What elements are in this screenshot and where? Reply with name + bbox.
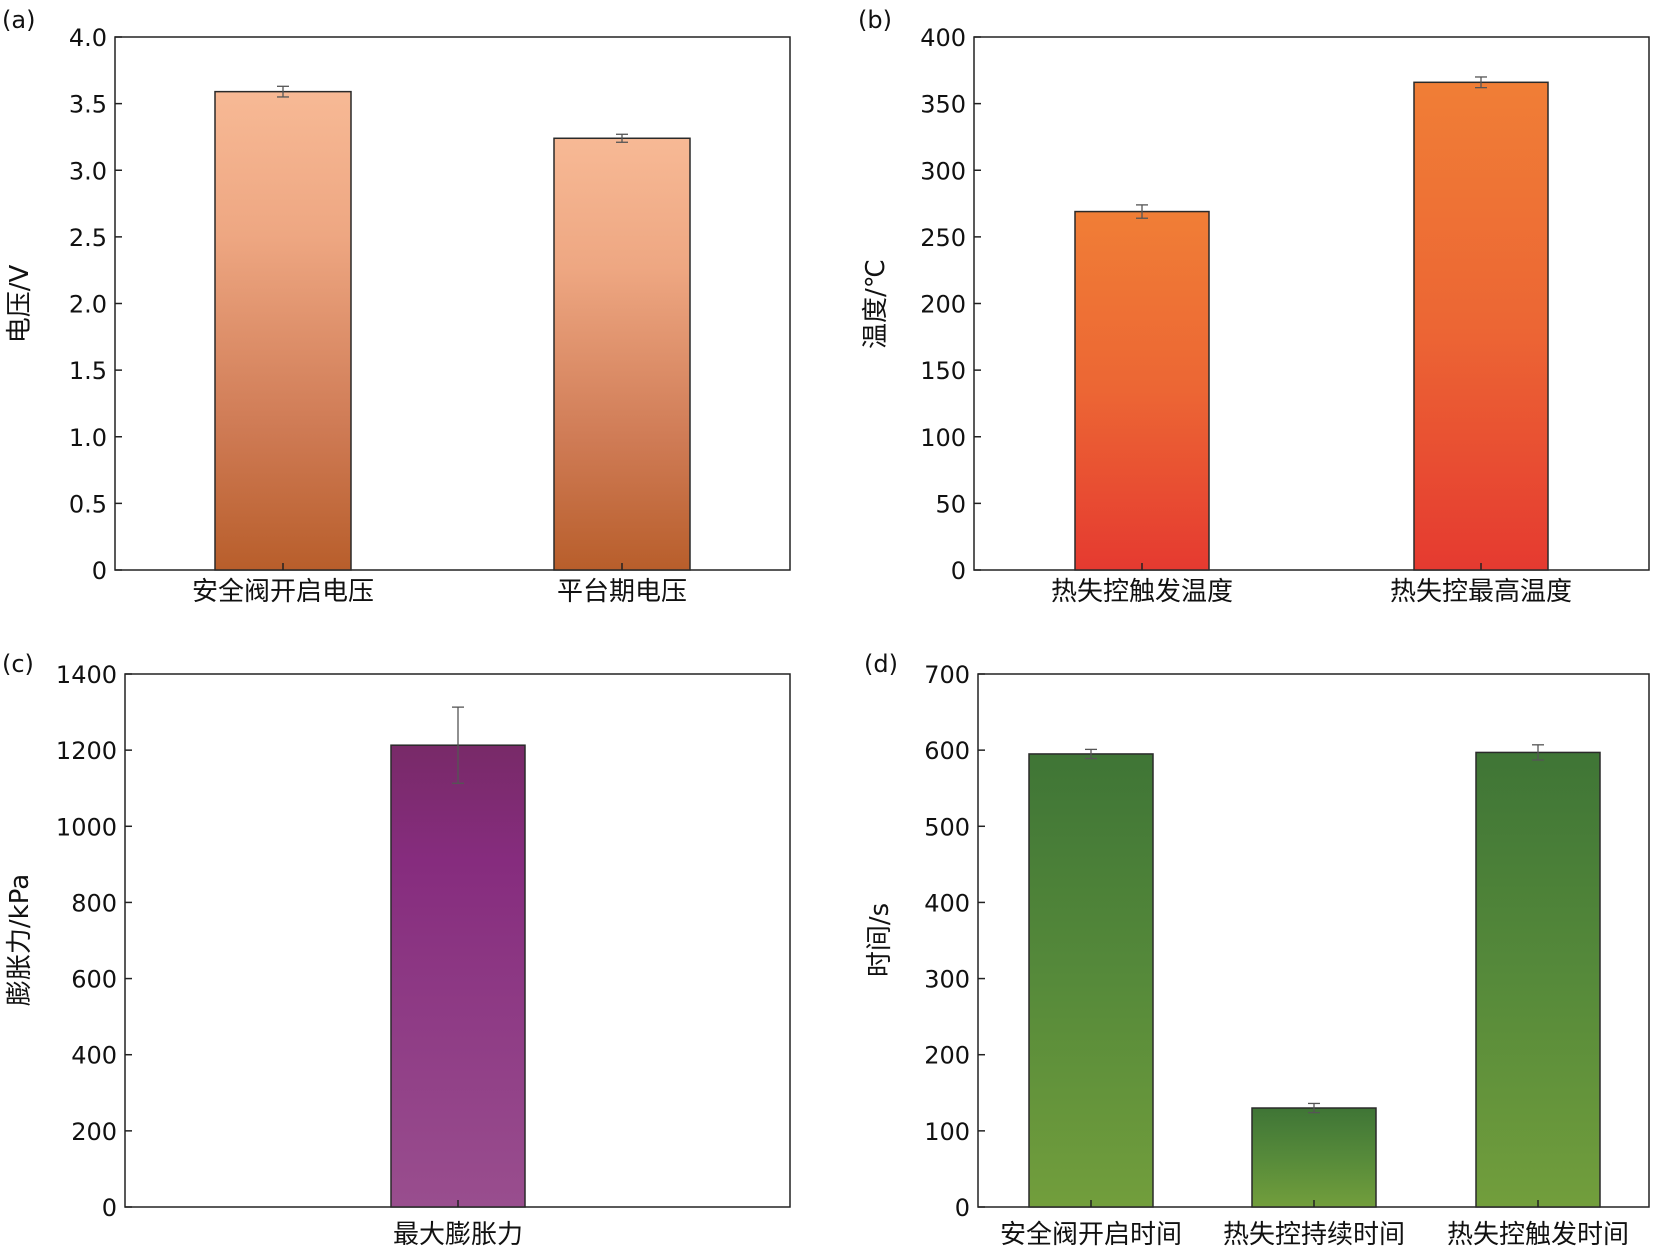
- panel-c-bars: [390, 744, 526, 1208]
- ytick-label: 350: [920, 91, 966, 119]
- bar: [1413, 81, 1549, 571]
- panel-d-categories: 安全阀开启时间 热失控持续时间 热失控触发时间: [1000, 1200, 1629, 1250]
- panel-b: (b) 温度/℃ 0 50 100 150 200 250 300 350 400 热失控触发温…: [858, 6, 1650, 607]
- category-label: 安全阀开启电压: [192, 577, 374, 607]
- ytick-label: 300: [920, 157, 966, 185]
- ytick-label: 400: [920, 24, 966, 52]
- panel-a-ylabel: 电压/V: [5, 265, 35, 344]
- ytick-label: 200: [920, 291, 966, 319]
- ytick-label: 150: [920, 357, 966, 385]
- ytick-label: 50: [935, 490, 966, 518]
- ytick-label: 1000: [56, 813, 117, 841]
- error-bar: [1136, 204, 1148, 219]
- panel-b-categories: 热失控触发温度 热失控最高温度: [1051, 563, 1572, 607]
- bar: [1074, 210, 1210, 571]
- ytick-label: 1400: [56, 661, 117, 689]
- ytick-label: 1200: [56, 737, 117, 765]
- panel-d: (d) 时间/s 0 100 200 300 400 500 600 700 安全阀开启时间 热…: [864, 650, 1650, 1250]
- ytick-label: 100: [920, 424, 966, 452]
- ytick-label: 0: [951, 557, 966, 585]
- ytick-label: 1.0: [69, 424, 107, 452]
- error-bar: [616, 133, 628, 143]
- ytick-label: 2.0: [69, 291, 107, 319]
- ytick-label: 0: [102, 1194, 117, 1222]
- bar: [1475, 751, 1601, 1208]
- panel-d-bars: [1028, 751, 1601, 1208]
- ytick-label: 4.0: [69, 24, 107, 52]
- ytick-label: 600: [924, 737, 970, 765]
- error-bar: [1475, 76, 1487, 89]
- panel-a-categories: 安全阀开启电压 平台期电压: [192, 563, 687, 607]
- ytick-label: 800: [71, 889, 117, 917]
- panel-a-bars: [214, 90, 691, 571]
- category-label: 热失控触发时间: [1447, 1220, 1629, 1250]
- panel-b-letter: (b): [858, 6, 892, 34]
- error-bar: [1085, 748, 1097, 760]
- panel-a: (a) 电压/V 0 0.5 1.0 1.5 2.0 2.5 3.0 3.5 4.0 安全阀开启…: [2, 6, 791, 607]
- panel-c-errorbars: [452, 706, 464, 784]
- panel-c-letter: (c): [2, 650, 34, 678]
- panel-c-yticks: 0 200 400 600 800 1000 1200 1400: [56, 661, 132, 1222]
- error-bar: [1308, 1102, 1320, 1114]
- ytick-label: 400: [924, 889, 970, 917]
- panel-b-ylabel: 温度/℃: [861, 259, 891, 349]
- ytick-label: 0.5: [69, 490, 107, 518]
- panel-d-letter: (d): [864, 650, 898, 678]
- ytick-label: 3.0: [69, 157, 107, 185]
- panel-d-errorbars: [1085, 744, 1544, 1114]
- ytick-label: 200: [71, 1118, 117, 1146]
- ytick-label: 250: [920, 224, 966, 252]
- error-bar: [1532, 744, 1544, 761]
- bar: [553, 137, 691, 571]
- category-label: 最大膨胀力: [393, 1220, 523, 1250]
- panel-d-yticks: 0 100 200 300 400 500 600 700: [924, 661, 985, 1222]
- ytick-label: 300: [924, 966, 970, 994]
- ytick-label: 1.5: [69, 357, 107, 385]
- ytick-label: 0: [92, 557, 107, 585]
- panel-d-ylabel: 时间/s: [865, 903, 895, 977]
- bar: [1028, 753, 1154, 1208]
- ytick-label: 700: [924, 661, 970, 689]
- bar: [390, 744, 526, 1208]
- panel-a-letter: (a): [2, 6, 35, 34]
- category-label: 安全阀开启时间: [1000, 1220, 1182, 1250]
- panel-b-errorbars: [1136, 76, 1487, 219]
- ytick-label: 2.5: [69, 224, 107, 252]
- bar: [214, 90, 352, 571]
- error-bar: [277, 85, 289, 98]
- ytick-label: 100: [924, 1118, 970, 1146]
- panel-a-errorbars: [277, 85, 628, 143]
- ytick-label: 3.5: [69, 91, 107, 119]
- category-label: 热失控最高温度: [1390, 577, 1572, 607]
- ytick-label: 200: [924, 1042, 970, 1070]
- ytick-label: 500: [924, 813, 970, 841]
- panel-c-ylabel: 膨胀力/kPa: [5, 874, 35, 1006]
- ytick-label: 0: [955, 1194, 970, 1222]
- ytick-label: 600: [71, 966, 117, 994]
- panel-c-categories: 最大膨胀力: [393, 1200, 523, 1250]
- panel-b-yticks: 0 50 100 150 200 250 300 350 400: [920, 24, 981, 585]
- bar: [1251, 1107, 1377, 1208]
- category-label: 热失控持续时间: [1223, 1220, 1405, 1250]
- panel-a-yticks: 0 0.5 1.0 1.5 2.0 2.5 3.0 3.5 4.0: [69, 24, 122, 585]
- panel-c: (c) 膨胀力/kPa 0 200 400 600 800 1000 1200 1400 最大…: [2, 650, 791, 1250]
- panel-b-bars: [1074, 81, 1549, 571]
- ytick-label: 400: [71, 1042, 117, 1070]
- category-label: 平台期电压: [557, 577, 687, 607]
- category-label: 热失控触发温度: [1051, 577, 1233, 607]
- error-bar: [452, 706, 464, 784]
